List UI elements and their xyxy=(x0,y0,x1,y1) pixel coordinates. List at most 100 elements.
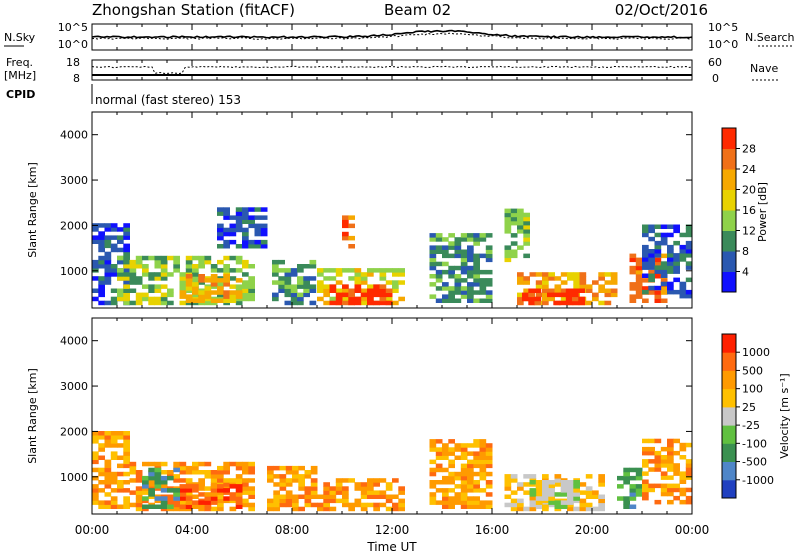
power-cell xyxy=(598,288,605,293)
velocity-cell xyxy=(198,482,205,487)
velocity-cell xyxy=(117,480,124,485)
power-cell xyxy=(142,255,149,261)
power-cell xyxy=(635,274,643,279)
velocity-cell xyxy=(279,498,287,504)
velocity-cell xyxy=(467,475,474,481)
velocity-cell xyxy=(673,467,680,472)
power-cell xyxy=(179,276,187,281)
power-cell xyxy=(192,292,199,298)
velocity-cell xyxy=(385,506,393,512)
velocity-cell xyxy=(648,483,655,489)
velocity-cell xyxy=(542,492,549,497)
velocity-cell xyxy=(673,483,680,489)
power-cell xyxy=(204,294,212,299)
velocity-cell xyxy=(204,486,212,491)
power-cell xyxy=(284,280,292,285)
power-cell xyxy=(185,278,193,283)
power-cell xyxy=(110,243,118,249)
velocity-cell xyxy=(342,490,349,495)
power-cell xyxy=(398,268,405,273)
power-cell xyxy=(460,294,468,299)
power-cell xyxy=(223,278,230,283)
velocity-cell xyxy=(360,506,368,512)
power-cell xyxy=(523,288,530,293)
power-cell xyxy=(223,215,230,220)
power-cell xyxy=(317,284,324,289)
power-cell xyxy=(572,300,579,306)
power-cell xyxy=(435,245,443,250)
velocity-colorbar-segment xyxy=(722,370,736,390)
velocity-cell xyxy=(373,506,380,512)
power-cell xyxy=(260,244,268,249)
velocity-cell xyxy=(123,496,130,501)
power-cell xyxy=(442,269,449,275)
velocity-cell xyxy=(685,499,693,505)
velocity-cell xyxy=(142,480,149,485)
power-cell xyxy=(160,284,168,289)
power-cell xyxy=(367,272,374,277)
velocity-cell xyxy=(479,451,487,456)
power-cell xyxy=(485,298,493,303)
power-cell xyxy=(485,294,493,299)
power-colorbar-tick-label: 12 xyxy=(742,225,756,238)
power-cell xyxy=(98,264,105,269)
x-tick-label: 08:00 xyxy=(275,523,310,537)
power-cell xyxy=(385,268,393,273)
power-cell xyxy=(360,272,368,277)
velocity-cell xyxy=(223,478,230,483)
power-cell xyxy=(667,244,674,250)
power-cell xyxy=(123,259,130,265)
velocity-cell xyxy=(329,494,337,499)
power-cell xyxy=(98,235,105,240)
velocity-cell xyxy=(98,443,105,448)
power-cell xyxy=(429,237,437,242)
velocity-cell xyxy=(485,500,493,505)
velocity-cell xyxy=(317,494,324,499)
velocity-cell xyxy=(623,500,630,505)
power-cell xyxy=(667,224,674,229)
velocity-cell xyxy=(429,492,437,497)
power-cell xyxy=(667,265,674,270)
velocity-cell xyxy=(329,498,337,504)
power-cell xyxy=(429,257,437,263)
power-cell xyxy=(379,276,387,281)
power-cell xyxy=(479,298,487,303)
velocity-cell xyxy=(285,498,293,504)
velocity-cell xyxy=(167,470,174,475)
velocity-cell xyxy=(448,471,455,477)
power-cell xyxy=(342,223,349,229)
velocity-cell xyxy=(148,461,155,467)
power-cell xyxy=(260,239,268,245)
velocity-cell xyxy=(517,498,524,504)
velocity-cell xyxy=(585,494,593,499)
velocity-ytick-label: 1000 xyxy=(60,471,88,484)
velocity-ytick-label: 4000 xyxy=(60,335,88,348)
power-cell xyxy=(504,216,512,222)
velocity-cell xyxy=(479,447,487,452)
velocity-cell xyxy=(473,504,480,509)
velocity-cell xyxy=(135,498,143,504)
velocity-cell xyxy=(185,465,193,471)
power-cell xyxy=(135,276,143,281)
power-cell xyxy=(248,219,255,224)
velocity-cell xyxy=(685,471,693,476)
power-cell xyxy=(448,269,455,275)
power-cell xyxy=(553,300,560,306)
velocity-cell xyxy=(160,496,168,501)
power-cell xyxy=(542,272,549,277)
power-cell xyxy=(435,286,443,291)
velocity-cell xyxy=(323,506,330,512)
power-cell xyxy=(429,233,437,238)
power-cell xyxy=(454,241,462,246)
power-cell xyxy=(473,237,480,242)
power-cell xyxy=(635,269,643,275)
power-cell xyxy=(667,285,674,291)
x-axis-label: Time UT xyxy=(366,540,417,554)
velocity-cell xyxy=(92,496,99,501)
power-cell xyxy=(142,296,149,302)
velocity-cell xyxy=(567,484,574,489)
power-cell xyxy=(179,294,187,299)
velocity-cell xyxy=(473,455,480,460)
velocity-cell xyxy=(279,482,287,487)
velocity-cell xyxy=(273,494,280,499)
